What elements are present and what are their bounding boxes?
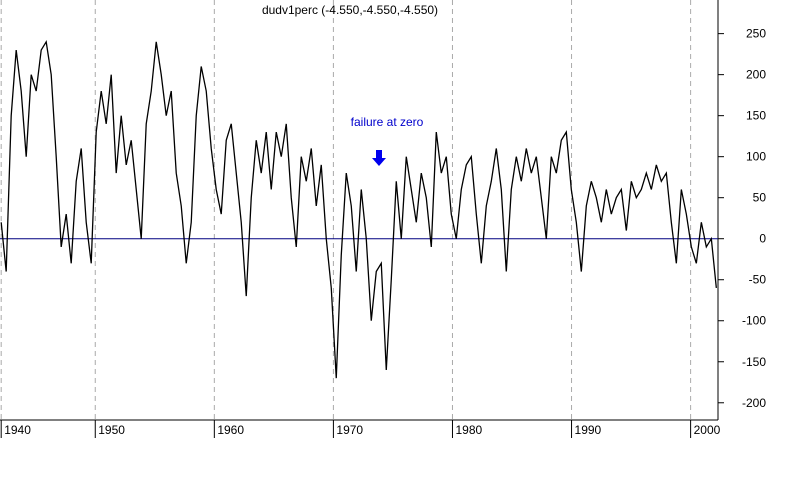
y-tick-label: 50: [753, 191, 767, 205]
y-tick-label: 0: [759, 232, 766, 246]
y-tick-label: -150: [742, 355, 766, 369]
data-line: [0, 39, 717, 379]
x-tick-label: 2000: [694, 423, 721, 437]
y-tick-label: -50: [749, 273, 767, 287]
x-tick-label: 1980: [455, 423, 482, 437]
annotation-arrow: [372, 150, 386, 166]
x-tick-label: 1940: [4, 423, 31, 437]
y-tick-label: -200: [742, 396, 766, 410]
annotation: failure at zero: [351, 115, 424, 129]
chart-title: dudv1perc (-4.550,-4.550,-4.550): [262, 3, 438, 17]
y-tick-label: -100: [742, 314, 766, 328]
x-tick-label: 1990: [575, 423, 602, 437]
y-tick-label: 150: [746, 109, 766, 123]
y-tick-label: 250: [746, 27, 766, 41]
x-tick-label: 1960: [217, 423, 244, 437]
y-tick-label: 100: [746, 150, 766, 164]
y-tick-label: 200: [746, 68, 766, 82]
x-tick-label: 1970: [336, 423, 363, 437]
grid-layer: [0, 0, 692, 420]
x-tick-label: 1950: [98, 423, 125, 437]
